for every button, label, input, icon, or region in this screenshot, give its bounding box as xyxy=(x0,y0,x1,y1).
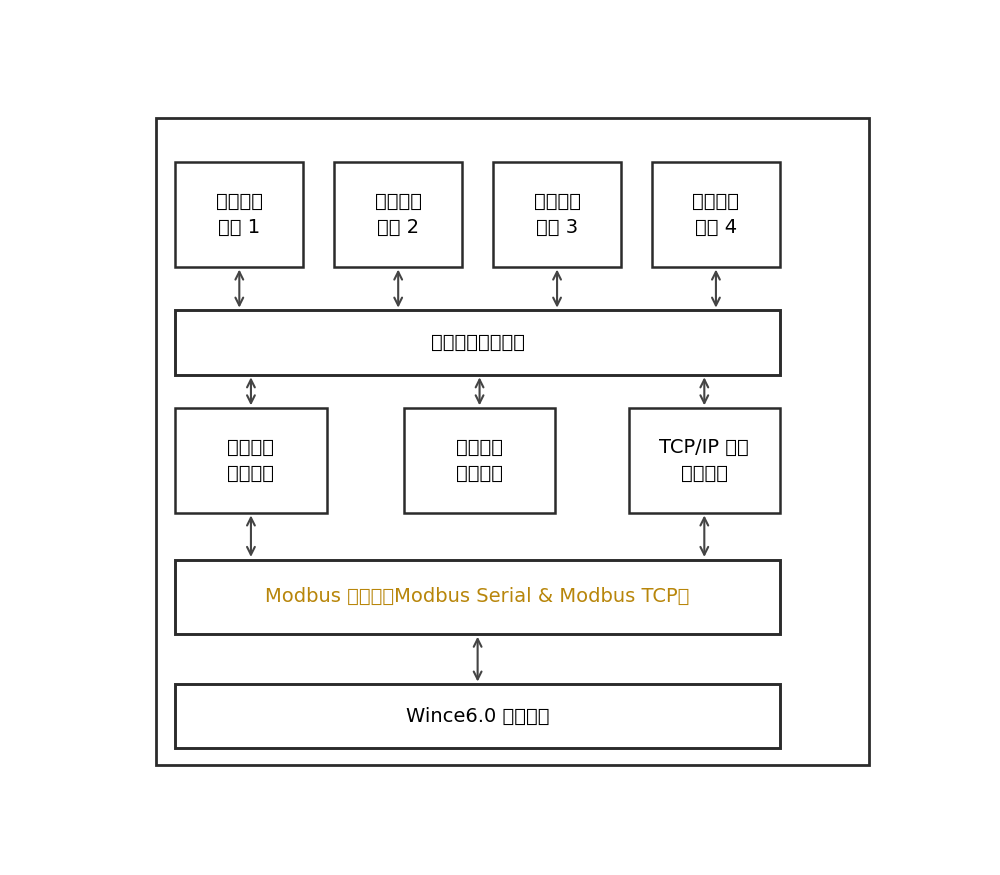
Text: 数据存储: 数据存储 xyxy=(534,192,581,211)
Bar xyxy=(493,162,621,267)
Bar xyxy=(652,162,780,267)
Text: 软件模块: 软件模块 xyxy=(681,464,728,483)
Text: Modbus 协议栈（Modbus Serial & Modbus TCP）: Modbus 协议栈（Modbus Serial & Modbus TCP） xyxy=(265,587,690,606)
Bar xyxy=(175,560,780,634)
Text: 文件 2: 文件 2 xyxy=(377,218,419,237)
Text: 工艺参数配置文件: 工艺参数配置文件 xyxy=(431,333,525,352)
Bar xyxy=(175,684,780,748)
Text: 数据采集: 数据采集 xyxy=(227,438,274,457)
Text: Wince6.0 操作系统: Wince6.0 操作系统 xyxy=(406,707,549,726)
Text: 数据存储: 数据存储 xyxy=(216,192,263,211)
Text: 文件 1: 文件 1 xyxy=(218,218,260,237)
Bar xyxy=(175,311,780,374)
Bar xyxy=(629,408,780,513)
Text: 文件 4: 文件 4 xyxy=(695,218,737,237)
Bar xyxy=(334,162,462,267)
Text: TCP/IP 通信: TCP/IP 通信 xyxy=(659,438,749,457)
Text: 文件 3: 文件 3 xyxy=(536,218,578,237)
Text: 数据分析: 数据分析 xyxy=(456,438,503,457)
Bar xyxy=(175,408,326,513)
Bar xyxy=(175,162,303,267)
Text: 软件模块: 软件模块 xyxy=(456,464,503,483)
Bar xyxy=(404,408,555,513)
Text: 数据存储: 数据存储 xyxy=(375,192,422,211)
Text: 软件模块: 软件模块 xyxy=(227,464,274,483)
Text: 数据存储: 数据存储 xyxy=(692,192,739,211)
